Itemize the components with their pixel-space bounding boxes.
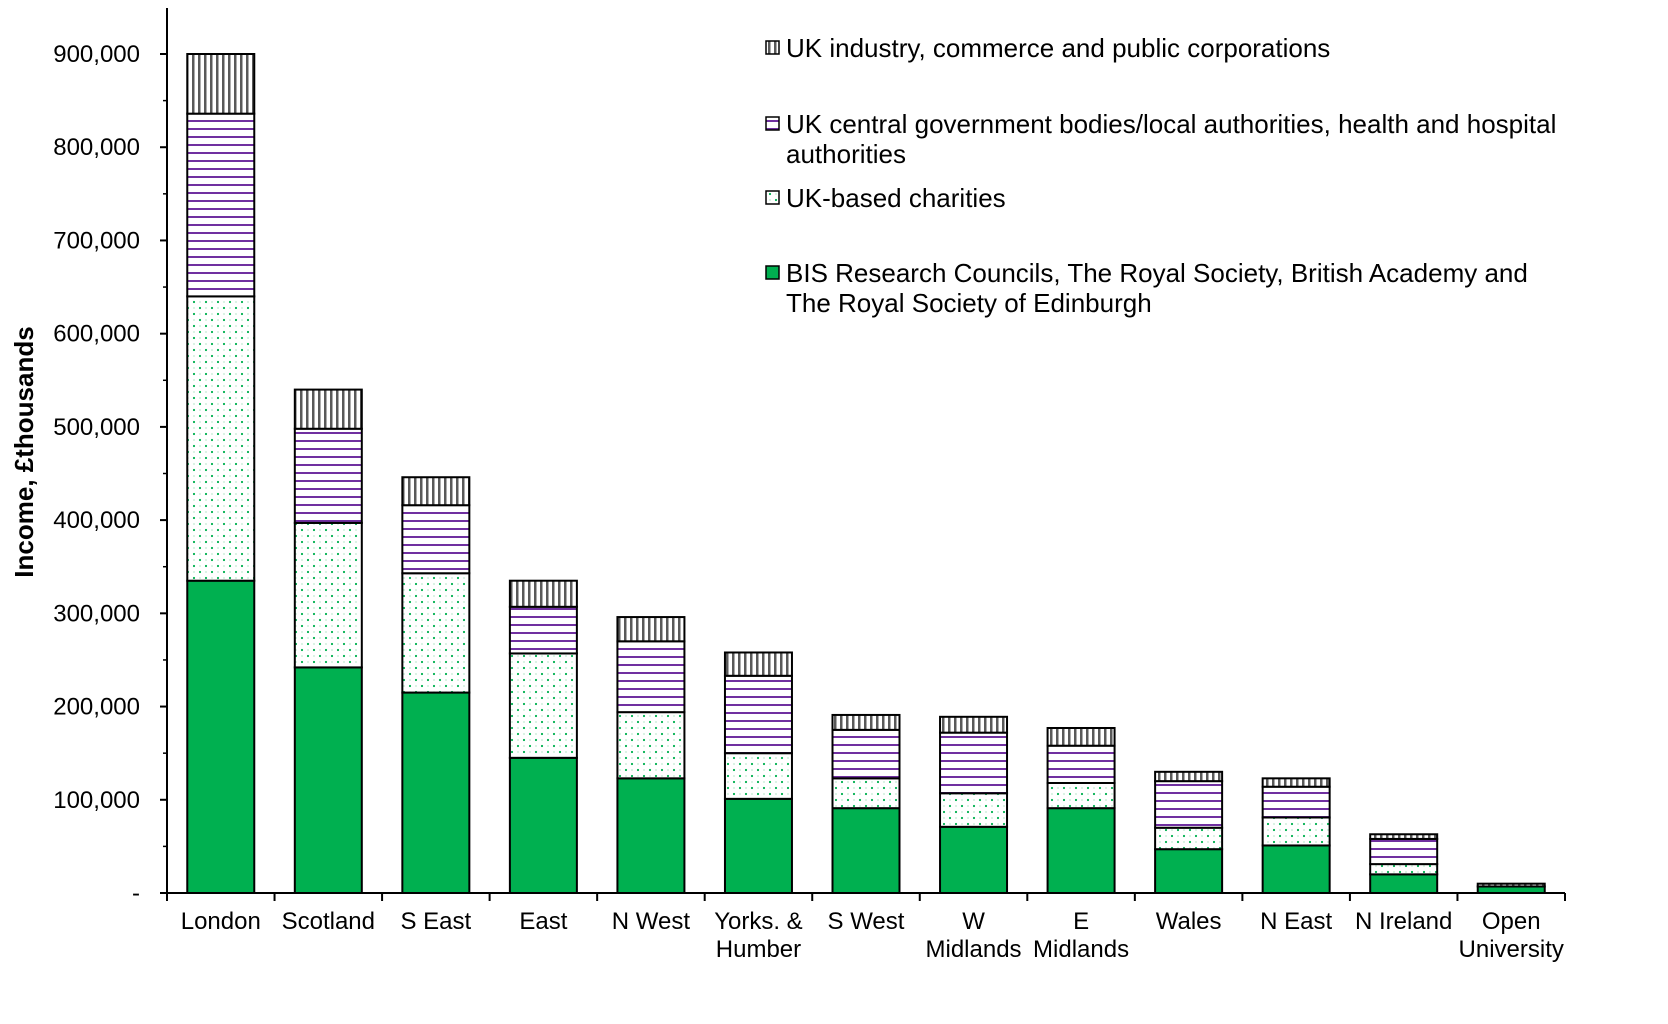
- bar-segment-solid: [293, 666, 363, 894]
- bar-segment-dots: [401, 572, 471, 694]
- bar-segment-hlines: [401, 504, 471, 575]
- bar-segment-vlines: [1369, 833, 1439, 840]
- bars: [186, 53, 1546, 895]
- legend-entry: UK-based charities: [786, 183, 1006, 213]
- bar-segment-hlines: [1261, 785, 1331, 819]
- bar-segment-hlines: [508, 605, 578, 655]
- bar-segment-vlines: [401, 476, 471, 507]
- x-tick-label: N West: [612, 908, 691, 935]
- y-tick-label: 100,000: [53, 787, 140, 814]
- bar-segment-hlines: [186, 112, 256, 298]
- bar-segment-dots: [831, 777, 901, 810]
- bar-segment-solid: [939, 825, 1009, 894]
- y-tick-label: 300,000: [53, 600, 140, 627]
- y-tick-label: 800,000: [53, 134, 140, 161]
- bar-segment-solid: [1046, 807, 1116, 895]
- legend-entry: UK industry, commerce and public corpora…: [786, 33, 1330, 63]
- bar-segment-solid: [1369, 873, 1439, 894]
- legend: UK industry, commerce and public corpora…: [765, 33, 1556, 318]
- bar-segment-solid: [508, 756, 578, 894]
- x-axis-category-labels: London Scotland S East East N West Yorks. & Hu…: [181, 908, 1564, 963]
- bar-segment-vlines: [831, 713, 901, 731]
- bar-segment-hlines: [723, 674, 793, 755]
- bar-segment-hlines: [1046, 744, 1116, 784]
- bar-segment-vlines: [1046, 726, 1116, 747]
- bar-segment-solid: [831, 807, 901, 895]
- y-axis-label: Income, £thousands: [9, 326, 39, 577]
- x-tick-label: E Midlands: [1033, 908, 1129, 963]
- bar-segment-vlines: [508, 579, 578, 608]
- y-tick-label: 900,000: [53, 41, 140, 68]
- legend-swatch: [765, 116, 780, 131]
- bar-segment-solid: [401, 691, 471, 894]
- bar-segment-dots: [1261, 816, 1331, 847]
- x-tick-label: S West: [828, 908, 905, 935]
- y-tick-label: 700,000: [53, 227, 140, 254]
- bar-segment-dots: [1154, 826, 1224, 851]
- legend-swatch: [765, 40, 780, 55]
- bar-segment-hlines: [1154, 780, 1224, 829]
- bar-segment-vlines: [939, 715, 1009, 734]
- bar-segment-hlines: [1369, 837, 1439, 866]
- bar-segment-vlines: [293, 388, 363, 430]
- bar-segment-solid: [723, 797, 793, 895]
- x-tick-label: East: [519, 908, 567, 935]
- legend-entry: BIS Research Councils, The Royal Society…: [786, 258, 1528, 318]
- legend-swatch: [765, 190, 780, 205]
- legend-entry: UK central government bodies/local autho…: [786, 109, 1556, 169]
- axes: [166, 8, 1566, 901]
- bar-segment-solid: [1154, 848, 1224, 894]
- bar-segment-vlines: [616, 616, 686, 643]
- y-axis-ticks: - 100,000 200,000 300,000 400,000 500,000 600,…: [53, 41, 167, 907]
- y-tick-label: 600,000: [53, 321, 140, 348]
- bar-segment-dots: [939, 792, 1009, 828]
- bar-segment-hlines: [616, 640, 686, 714]
- bar-segment-dots: [723, 752, 793, 800]
- bar-segment-hlines: [939, 731, 1009, 795]
- bar-segment-solid: [1261, 844, 1331, 894]
- bar-segment-dots: [616, 711, 686, 780]
- bar-segment-dots: [186, 295, 256, 582]
- bar-segment-dots: [293, 521, 363, 669]
- x-tick-label: Scotland: [282, 908, 375, 935]
- bar-segment-vlines: [1154, 770, 1224, 783]
- y-tick-label: -: [132, 880, 140, 907]
- x-tick-label: N East: [1260, 908, 1332, 935]
- bar-segment-hlines: [293, 427, 363, 524]
- bar-segment-vlines: [1476, 882, 1546, 888]
- bar-segment-solid: [616, 777, 686, 894]
- x-tick-label: Open University: [1459, 908, 1564, 963]
- x-tick-label: Yorks. & Humber: [714, 908, 803, 963]
- bar-segment-vlines: [186, 53, 256, 115]
- x-tick-label: N Ireland: [1355, 908, 1452, 935]
- bar-segment-dots: [1369, 863, 1439, 876]
- bar-segment-dots: [1046, 781, 1116, 810]
- bar-segment-vlines: [723, 651, 793, 677]
- bar-segment-solid: [186, 579, 256, 894]
- y-tick-label: 500,000: [53, 414, 140, 441]
- x-tick-label: W Midlands: [926, 908, 1022, 963]
- bar-segment-hlines: [831, 728, 901, 780]
- y-tick-label: 200,000: [53, 694, 140, 721]
- legend-swatch: [765, 265, 780, 280]
- x-tick-label: S East: [400, 908, 471, 935]
- bar-segment-vlines: [1261, 777, 1331, 788]
- bar-segment-dots: [508, 652, 578, 759]
- x-tick-label: Wales: [1156, 908, 1222, 935]
- y-tick-label: 400,000: [53, 507, 140, 534]
- x-tick-label: London: [181, 908, 261, 935]
